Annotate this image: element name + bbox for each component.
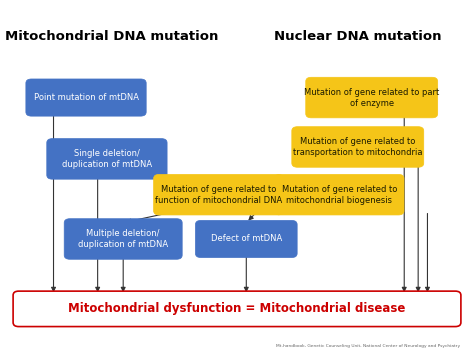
Text: Mutation of gene related to
function of mitochondrial DNA: Mutation of gene related to function of … [155,185,282,205]
FancyBboxPatch shape [195,220,297,258]
FancyBboxPatch shape [154,174,283,215]
Text: Mt-handbook, Genetic Counseling Unit, National Center of Neurology and Psychiatr: Mt-handbook, Genetic Counseling Unit, Na… [276,344,460,348]
Text: Mutation of gene related to part
of enzyme: Mutation of gene related to part of enzy… [304,87,439,108]
FancyBboxPatch shape [26,79,146,116]
FancyBboxPatch shape [306,77,438,118]
FancyBboxPatch shape [292,127,424,167]
FancyBboxPatch shape [64,219,182,259]
Text: Defect of mtDNA: Defect of mtDNA [210,235,282,244]
FancyBboxPatch shape [13,291,461,327]
Text: Mutation of gene related to
transportation to mitochondria: Mutation of gene related to transportati… [293,137,422,157]
Text: Single deletion/
duplication of mtDNA: Single deletion/ duplication of mtDNA [62,149,152,169]
Text: Mitochondrial dysfunction = Mitochondrial disease: Mitochondrial dysfunction = Mitochondria… [68,302,406,315]
Text: Mitochondrial DNA mutation: Mitochondrial DNA mutation [5,30,218,43]
Text: Point mutation of mtDNA: Point mutation of mtDNA [34,93,138,102]
Text: Multiple deletion/
duplication of mtDNA: Multiple deletion/ duplication of mtDNA [78,229,168,249]
FancyBboxPatch shape [274,174,404,215]
FancyBboxPatch shape [47,138,167,179]
Text: Mutation of gene related to
mitochondrial biogenesis: Mutation of gene related to mitochondria… [282,185,397,205]
Text: Nuclear DNA mutation: Nuclear DNA mutation [274,30,441,43]
